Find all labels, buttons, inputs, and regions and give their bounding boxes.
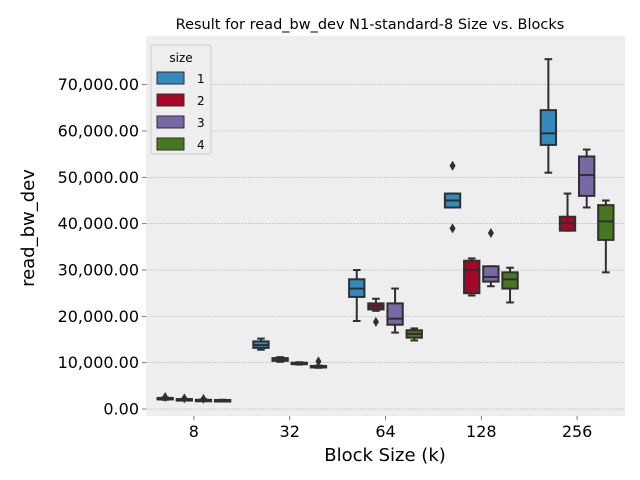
outlier-point xyxy=(372,316,379,327)
y-tick-label: 40,000.00 xyxy=(58,214,139,233)
plot-area xyxy=(146,36,625,416)
legend-label-3: 3 xyxy=(197,116,205,130)
outlier-point xyxy=(162,392,169,402)
x-tick-label: 128 xyxy=(466,422,497,441)
box-3-32 xyxy=(290,361,308,366)
box-2-256 xyxy=(558,192,577,232)
box-1-64 xyxy=(348,269,366,322)
legend-label-1: 1 xyxy=(197,72,205,86)
outlier-point xyxy=(315,356,322,367)
box-body xyxy=(501,271,519,290)
box-2-32 xyxy=(271,356,289,363)
box-body xyxy=(463,259,481,295)
box-body xyxy=(539,109,558,146)
grid-lines xyxy=(146,84,625,410)
x-tick-label: 8 xyxy=(189,422,199,441)
box-4-32 xyxy=(309,356,328,369)
box-3-128 xyxy=(482,227,500,288)
outlier-point xyxy=(449,160,456,171)
outlier-point xyxy=(200,393,207,404)
outlier-point xyxy=(449,223,456,234)
box-1-256 xyxy=(539,58,558,174)
legend-label-2: 2 xyxy=(197,94,205,108)
box-3-8 xyxy=(194,393,213,404)
y-tick-label: 20,000.00 xyxy=(58,307,139,326)
box-body xyxy=(482,265,500,283)
y-tick-label: 60,000.00 xyxy=(58,122,139,141)
legend-swatch-1 xyxy=(156,71,185,85)
y-tick-label: 10,000.00 xyxy=(58,353,139,372)
box-2-128 xyxy=(463,257,481,297)
y-axis-label: read_bw_dev xyxy=(18,169,39,287)
box-1-32 xyxy=(252,337,270,351)
box-4-128 xyxy=(501,266,519,304)
legend-swatch-2 xyxy=(156,93,185,107)
box-4-64 xyxy=(405,327,423,342)
y-tick-label: 30,000.00 xyxy=(58,261,139,280)
box-2-8 xyxy=(175,393,193,404)
box-body xyxy=(597,204,615,241)
legend-swatch-3 xyxy=(156,115,185,129)
box-4-256 xyxy=(597,199,615,274)
box-3-64 xyxy=(386,287,404,334)
box-body xyxy=(578,155,596,197)
y-tick-label: 70,000.00 xyxy=(58,75,139,94)
legend-label-4: 4 xyxy=(197,138,205,152)
outlier-point xyxy=(181,393,188,404)
x-axis-label: Block Size (k) xyxy=(324,445,446,466)
box-1-128 xyxy=(443,160,462,234)
box-groups xyxy=(156,58,615,404)
x-tick-label: 64 xyxy=(375,422,395,441)
box-1-8 xyxy=(156,392,174,402)
outlier-point xyxy=(487,227,494,238)
box-2-64 xyxy=(367,297,385,327)
y-axis-ticks: 0.00 10,000.00 20,000.00 30,000.00 40,000.00… xyxy=(58,75,146,419)
x-tick-label: 256 xyxy=(562,422,593,441)
legend-swatch-4 xyxy=(156,137,185,151)
legend-title: size xyxy=(169,51,192,65)
y-tick-label: 0.00 xyxy=(103,400,139,419)
box-3-256 xyxy=(578,148,596,209)
x-tick-label: 32 xyxy=(280,422,300,441)
chart-title: Result for read_bw_dev N1-standard-8 Siz… xyxy=(176,17,565,33)
legend-items: 1 2 3 4 xyxy=(156,71,205,152)
box-body xyxy=(386,302,404,326)
x-axis-ticks: 8 32 64 128 256 xyxy=(189,416,593,441)
box-4-8 xyxy=(213,398,232,403)
y-tick-label: 50,000.00 xyxy=(58,168,139,187)
legend: size 1 2 3 4 xyxy=(150,44,212,155)
